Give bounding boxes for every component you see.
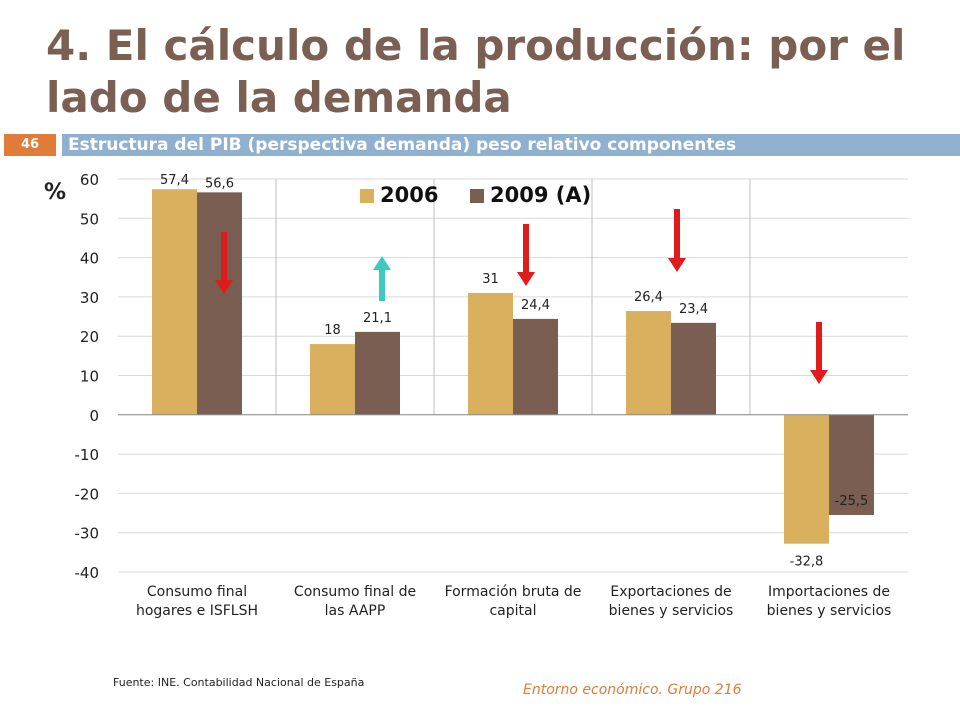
- x-tick-label: Exportaciones de: [610, 584, 731, 600]
- bar-2009: [197, 192, 242, 415]
- bar-2009: [829, 414, 874, 516]
- chart-subtitle: Estructura del PIB (perspectiva demanda)…: [62, 134, 960, 156]
- x-tick-label: las AAPP: [325, 603, 386, 619]
- x-tick-label: bienes y servicios: [767, 603, 892, 619]
- slide-number: 46: [4, 134, 56, 156]
- bar-2006: [784, 414, 829, 544]
- legend-label-2009: 2009 (A): [490, 183, 591, 207]
- data-label: 24,4: [521, 298, 550, 313]
- y-tick-label: 40: [80, 250, 99, 268]
- arrow-down-shaft: [674, 209, 680, 258]
- legend-swatch-2009: [470, 189, 484, 203]
- bar-2009: [671, 322, 716, 415]
- bar-2009: [513, 318, 558, 415]
- arrow-up-icon: [373, 256, 391, 270]
- data-label: -25,5: [835, 494, 869, 509]
- data-label: 21,1: [363, 311, 392, 326]
- data-label: 57,4: [160, 173, 189, 188]
- data-label: 56,6: [205, 176, 234, 191]
- y-tick-label: 50: [80, 210, 99, 228]
- bar-2009: [355, 331, 400, 415]
- y-axis-label: %: [44, 180, 66, 205]
- y-tick-label: 20: [80, 328, 99, 346]
- arrow-down-shaft: [523, 224, 529, 272]
- x-tick-label: Importaciones de: [768, 584, 890, 600]
- arrow-down-icon: [517, 272, 535, 286]
- slide-title: 4. El cálculo de la producción: por el l…: [46, 21, 906, 122]
- bar-chart: 60 50 40 30 20 10 0 -10 -20 -30 -40% 57,4 18 31 26,4 -3…: [44, 171, 908, 619]
- data-label: 26,4: [634, 290, 663, 305]
- legend-swatch-2006: [360, 189, 374, 203]
- source-note: Fuente: INE. Contabilidad Nacional de Es…: [113, 676, 365, 689]
- x-tick-label: bienes y servicios: [609, 603, 734, 619]
- bar-2006: [152, 189, 197, 415]
- y-tick-label: -20: [75, 485, 100, 503]
- bar-2006: [468, 292, 513, 415]
- bar-2006: [626, 311, 671, 415]
- footer-course: Entorno económico. Grupo 216: [523, 682, 742, 698]
- y-tick-label: 30: [80, 289, 99, 307]
- x-tick-label: Consumo final de: [294, 584, 416, 600]
- data-label: 18: [324, 323, 341, 338]
- arrow-down-icon: [810, 370, 828, 384]
- y-tick-label: 0: [89, 407, 99, 425]
- data-label: -32,8: [790, 555, 824, 570]
- y-tick-label: 10: [80, 368, 99, 386]
- y-tick-label: -10: [75, 446, 100, 464]
- data-label: 31: [482, 272, 499, 287]
- y-tick-label: 60: [80, 171, 99, 189]
- bar-2006: [310, 344, 355, 415]
- x-tick-label: hogares e ISFLSH: [136, 603, 258, 619]
- x-tick-label: Consumo final: [147, 584, 247, 600]
- x-tick-label: Formación bruta de: [445, 584, 582, 600]
- x-tick-label: capital: [489, 603, 536, 619]
- data-label: 23,4: [679, 302, 708, 317]
- y-tick-label: -30: [75, 525, 100, 543]
- legend-label-2006: 2006: [380, 183, 438, 207]
- arrow-down-shaft: [816, 322, 822, 370]
- arrow-down-icon: [668, 258, 686, 272]
- arrow-up-shaft: [379, 270, 385, 301]
- arrow-down-shaft: [221, 232, 227, 280]
- y-tick-label: -40: [75, 564, 100, 582]
- arrow-down-icon: [215, 280, 233, 294]
